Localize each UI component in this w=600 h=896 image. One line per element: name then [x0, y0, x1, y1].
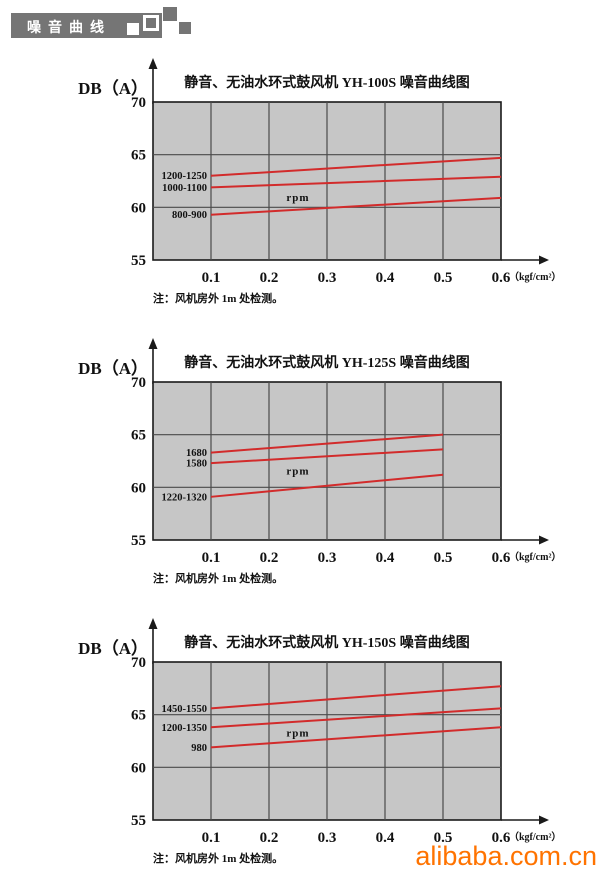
y-axis-arrow-icon [148, 618, 158, 629]
y-axis-label: DB（A） [78, 78, 148, 98]
series-label: 1580 [186, 459, 207, 470]
y-tick-label: 60 [131, 480, 146, 496]
x-tick-label: 0.2 [260, 830, 279, 846]
chart-canvas: 静音、无油水环式鼓风机 YH-150S 噪音曲线图 DB（A）70 65 60 55 0.… [78, 618, 561, 865]
series-label: 1680 [186, 448, 207, 459]
y-tick-label: 60 [131, 760, 146, 776]
series-label: 1450-1550 [162, 704, 208, 715]
series-label: 1200-1250 [162, 171, 208, 182]
series-line [210, 685, 502, 710]
series-line [210, 448, 444, 465]
x-axis-arrow-icon [539, 815, 549, 825]
y-tick-label: 70 [131, 95, 146, 111]
header-banner: 噪音曲线 [11, 7, 191, 38]
chart-title: 静音、无油水环式鼓风机 YH-125S 噪音曲线图 [184, 354, 469, 371]
series-label: 1000-1100 [162, 183, 207, 194]
note-label: 注：风机房外 1m 处检测。 [153, 571, 283, 585]
noise-chart-yh-100s: 静音、无油水环式鼓风机 YH-100S 噪音曲线图 DB（A） 70 65 60 55 0.… [0, 56, 600, 336]
series-label: 1220-1320 [162, 492, 208, 503]
series-label: 800-900 [172, 210, 207, 221]
y-tick-label: 65 [131, 708, 146, 724]
chart-canvas: 静音、无油水环式鼓风机 YH-100S 噪音曲线图 DB（A）70 65 60 55 0.… [78, 58, 561, 305]
x-unit-label: （kgf/cm²） [509, 270, 561, 283]
noise-chart-yh-150s: 静音、无油水环式鼓风机 YH-150S 噪音曲线图 DB（A） 70 65 60 55 0.… [0, 616, 600, 896]
pixel-square-icon [127, 23, 139, 35]
pixel-square-icon [163, 7, 177, 21]
page-title: 噪音曲线 [27, 20, 111, 36]
series-label: 1200-1350 [162, 723, 208, 734]
rpm-label: rpm [286, 465, 309, 477]
y-tick-label: 60 [131, 200, 146, 216]
series-line [210, 433, 444, 454]
watermark: alibaba.com.cn [415, 841, 597, 871]
x-tick-label: 0.3 [318, 550, 337, 566]
pixel-square-icon [143, 15, 159, 31]
chart-title: 静音、无油水环式鼓风机 YH-100S 噪音曲线图 [184, 74, 469, 91]
y-axis-arrow-icon [148, 58, 158, 69]
x-tick-label: 0.1 [202, 270, 221, 286]
y-axis-arrow-icon [148, 338, 158, 349]
x-tick-label: 0.6 [492, 270, 511, 286]
series-line [210, 175, 502, 189]
x-tick-label: 0.1 [202, 830, 221, 846]
x-tick-label: 0.4 [376, 550, 395, 566]
y-axis-label: DB（A） [78, 358, 148, 378]
rpm-label: rpm [286, 192, 309, 204]
series-label: 980 [191, 743, 207, 754]
chart-title: 静音、无油水环式鼓风机 YH-150S 噪音曲线图 [184, 634, 469, 651]
x-unit-label: （kgf/cm²） [509, 550, 561, 563]
x-tick-label: 0.5 [434, 830, 453, 846]
x-tick-label: 0.1 [202, 550, 221, 566]
x-tick-label: 0.4 [376, 270, 395, 286]
series-line [210, 707, 502, 729]
chart-canvas: 静音、无油水环式鼓风机 YH-125S 噪音曲线图 DB（A）70 65 60 55 0.… [78, 338, 561, 585]
x-tick-label: 0.2 [260, 270, 279, 286]
x-tick-label: 0.2 [260, 550, 279, 566]
x-axis-arrow-icon [539, 255, 549, 265]
x-unit-label: （kgf/cm²） [509, 830, 561, 843]
rpm-label: rpm [286, 728, 309, 740]
x-tick-label: 0.4 [376, 830, 395, 846]
note-label: 注：风机房外 1m 处检测。 [153, 291, 283, 305]
x-tick-label: 0.6 [492, 550, 511, 566]
y-tick-label: 55 [131, 533, 146, 549]
series-line [210, 196, 502, 216]
y-tick-label: 65 [131, 428, 146, 444]
noise-chart-yh-125s: 静音、无油水环式鼓风机 YH-125S 噪音曲线图 DB（A） 70 65 60 55 0.… [0, 336, 600, 616]
y-tick-label: 70 [131, 655, 146, 671]
pixel-square-icon [179, 22, 191, 34]
series-line [210, 726, 502, 749]
x-tick-label: 0.5 [434, 270, 453, 286]
x-tick-label: 0.3 [318, 830, 337, 846]
y-tick-label: 55 [131, 253, 146, 269]
x-tick-label: 0.3 [318, 270, 337, 286]
series-line [210, 473, 444, 498]
y-tick-label: 55 [131, 813, 146, 829]
y-axis-label: DB（A） [78, 638, 148, 658]
x-tick-label: 0.6 [492, 830, 511, 846]
note-label: 注：风机房外 1m 处检测。 [153, 851, 283, 865]
y-tick-label: 65 [131, 148, 146, 164]
x-tick-label: 0.5 [434, 550, 453, 566]
y-tick-label: 70 [131, 375, 146, 391]
series-line [210, 156, 502, 177]
x-axis-arrow-icon [539, 535, 549, 545]
